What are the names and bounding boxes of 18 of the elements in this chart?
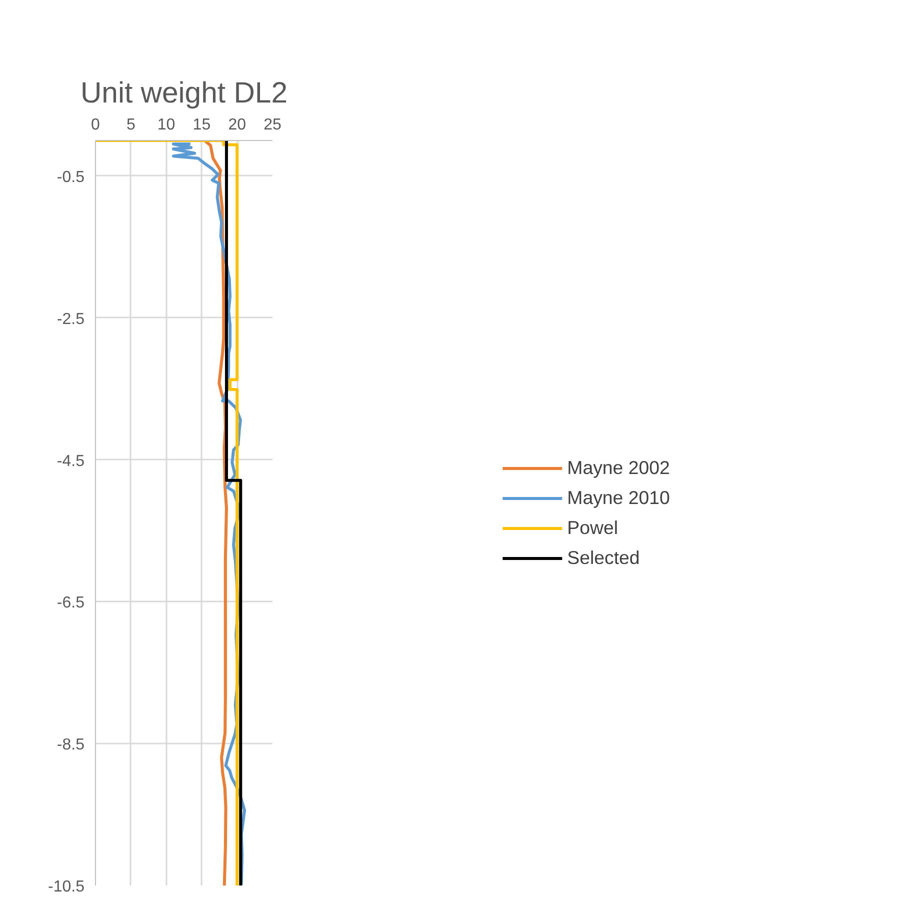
- line-series: [203, 140, 228, 886]
- legend-label: Mayne 2002: [567, 456, 670, 478]
- legend-label: Mayne 2010: [567, 486, 670, 508]
- y-tick-label: -8.5: [56, 736, 85, 754]
- y-tick-label: -0.5: [56, 168, 85, 186]
- x-tick-label: 5: [126, 116, 136, 134]
- x-tick-label: 10: [157, 116, 176, 134]
- x-tick-label: 20: [228, 116, 246, 134]
- y-tick-label: -4.5: [56, 452, 85, 470]
- legend-label: Powel: [567, 516, 618, 538]
- x-tick-label: 0: [91, 116, 100, 134]
- chart-title: Unit weight DL2: [80, 76, 288, 110]
- y-tick-label: -6.5: [56, 594, 85, 612]
- legend-label: Selected: [567, 546, 640, 568]
- y-tick-label: -10.5: [48, 878, 85, 896]
- x-tick-label: 15: [192, 116, 211, 134]
- y-tick-label: -2.5: [56, 310, 85, 328]
- x-tick-label: 25: [264, 116, 282, 134]
